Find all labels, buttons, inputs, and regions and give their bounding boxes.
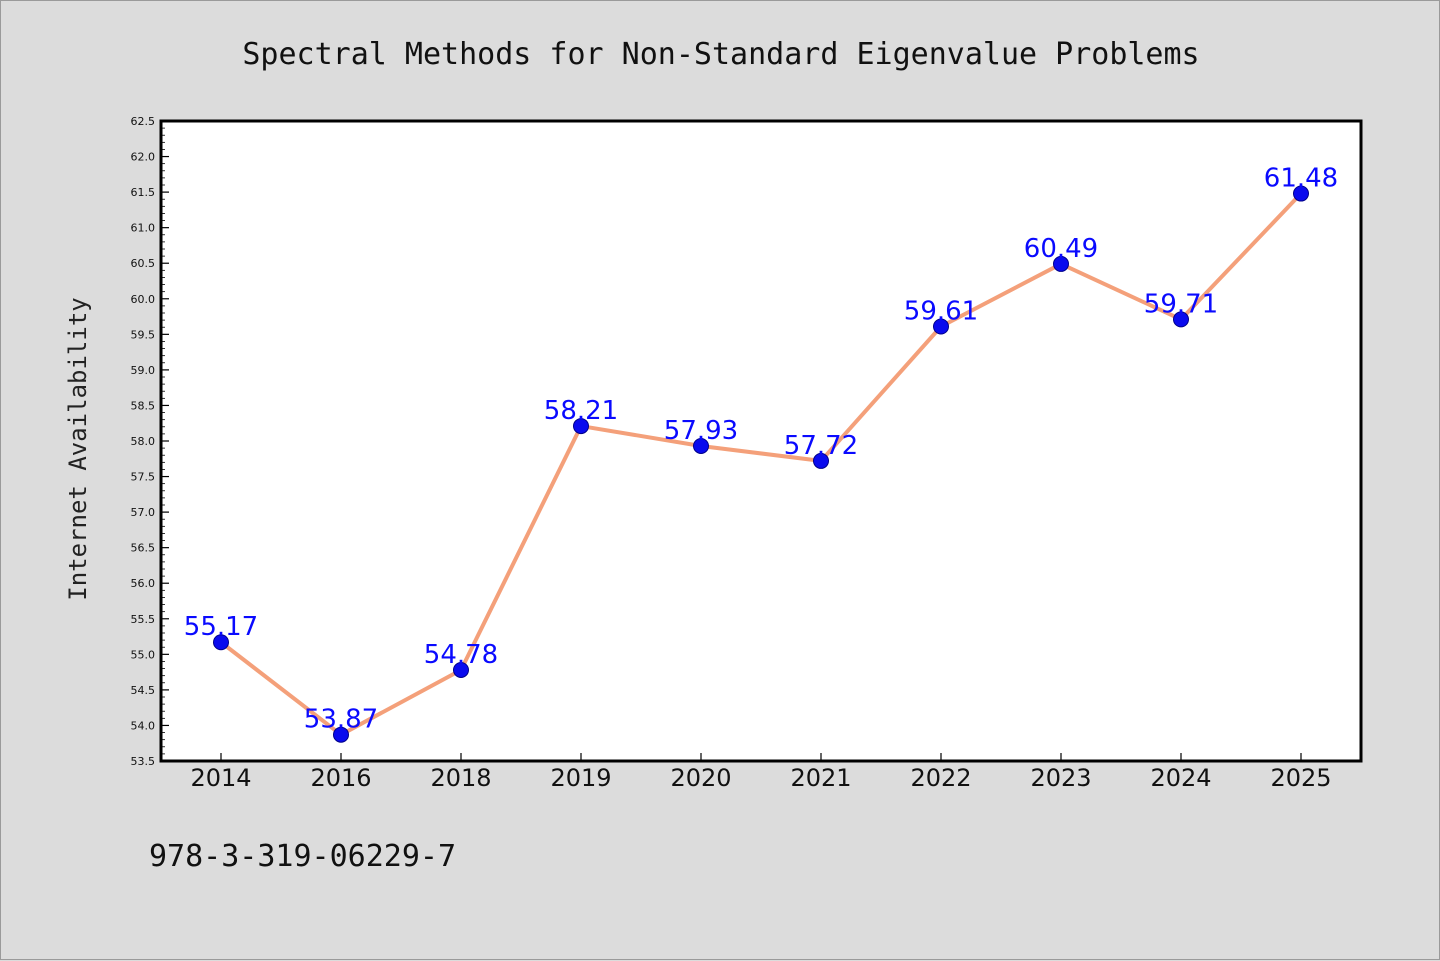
y-tick-label: 57.5 — [131, 471, 156, 484]
x-tick-label: 2018 — [430, 764, 491, 792]
y-tick-label: 60.0 — [131, 293, 156, 306]
y-tick-label: 61.5 — [131, 186, 156, 199]
x-axis-ticks: 2014 2016 2018 2019 2020 2021 2022 2023 2024 2025 — [190, 753, 1332, 792]
data-label: 57.93 — [664, 416, 738, 446]
y-tick-label: 57.0 — [131, 506, 156, 519]
y-tick-label: 55.0 — [131, 648, 156, 661]
data-point — [573, 418, 589, 435]
data-label: 58.21 — [544, 396, 618, 426]
y-tick-label: 58.5 — [131, 399, 156, 412]
y-tick-label: 56.5 — [131, 542, 156, 555]
y-tick-label: 62.5 — [131, 115, 156, 128]
y-tick-label: 53.5 — [131, 755, 156, 768]
data-point — [693, 437, 709, 454]
y-axis-label: Internet Availability — [64, 297, 92, 600]
x-tick-label: 2024 — [1150, 764, 1211, 792]
x-tick-label: 2019 — [550, 764, 611, 792]
data-label: 61.48 — [1264, 164, 1338, 194]
data-point — [1173, 311, 1189, 328]
data-point — [813, 452, 829, 469]
y-tick-label: 59.5 — [131, 328, 156, 341]
data-point — [1293, 185, 1309, 202]
x-tick-label: 2016 — [310, 764, 371, 792]
y-tick-label: 54.5 — [131, 684, 156, 697]
y-tick-label: 61.0 — [131, 222, 156, 235]
data-label: 59.71 — [1144, 289, 1218, 319]
data-label: 59.61 — [904, 297, 978, 327]
x-tick-label: 2021 — [790, 764, 851, 792]
data-labels: 55.17 53.87 54.78 58.21 57.93 57.72 59.61 60.49… — [184, 164, 1338, 735]
y-axis-ticks: 53.5 54.0 54.5 55.0 55.5 56.0 56.5 57.0 57.5 58.0… — [131, 115, 169, 768]
data-point — [1053, 255, 1069, 272]
data-point — [333, 726, 349, 743]
data-label: 55.17 — [184, 612, 258, 642]
series-line-group — [213, 185, 1309, 743]
chart-title: Spectral Methods for Non-Standard Eigenv… — [242, 37, 1199, 72]
y-tick-label: 55.5 — [131, 613, 156, 626]
data-label: 57.72 — [784, 431, 858, 461]
data-point — [453, 661, 469, 678]
data-label: 53.87 — [304, 705, 378, 735]
y-tick-label: 62.0 — [131, 151, 156, 164]
data-label: 54.78 — [424, 640, 498, 670]
x-tick-label: 2025 — [1270, 764, 1331, 792]
isbn-text: 978-3-319-06229-7 — [149, 839, 456, 874]
plot-area — [159, 119, 1363, 763]
x-tick-label: 2020 — [670, 764, 731, 792]
y-tick-label: 60.5 — [131, 257, 156, 270]
y-tick-label: 58.0 — [131, 435, 156, 448]
series-line — [219, 192, 1303, 737]
data-point — [213, 634, 229, 651]
y-tick-label: 54.0 — [131, 719, 156, 732]
x-tick-label: 2022 — [910, 764, 971, 792]
y-tick-label: 56.0 — [131, 577, 156, 590]
x-tick-label: 2014 — [190, 764, 251, 792]
y-tick-label: 59.0 — [131, 364, 156, 377]
data-point — [933, 318, 949, 335]
x-tick-label: 2023 — [1030, 764, 1091, 792]
data-label: 60.49 — [1024, 234, 1098, 264]
